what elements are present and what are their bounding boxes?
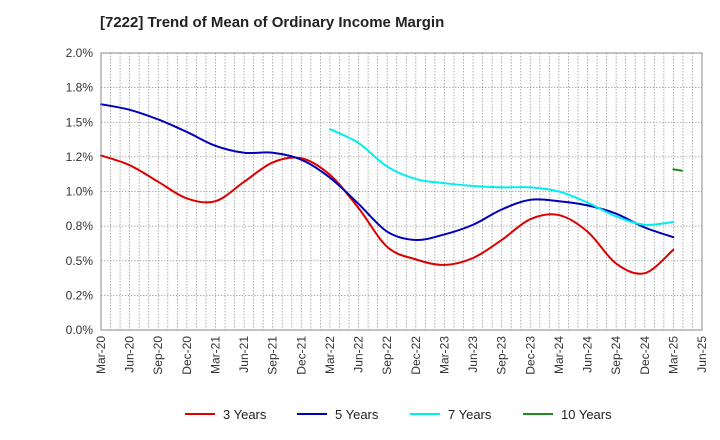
y-tick-label: 0.8% — [66, 219, 94, 233]
series-line-5-years — [100, 103, 675, 241]
legend-label-5-years: 5 Years — [335, 407, 379, 422]
y-tick-label: 0.5% — [66, 254, 94, 268]
legend: 3 Years 5 Years 7 Years 10 Years — [185, 407, 612, 422]
x-axis-ticks: Mar-20 Jun-20 Sep-20 Dec-20 Mar-21 Jun-21 Sep-… — [94, 336, 709, 375]
series-line-7-years — [328, 128, 675, 226]
x-tick-label: Mar-25 — [666, 336, 680, 374]
series-line-10-years — [672, 168, 683, 172]
y-tick-label: 0.2% — [66, 288, 94, 302]
x-tick-label: Sep-23 — [495, 336, 509, 375]
x-tick-label: Sep-22 — [380, 336, 394, 375]
x-tick-label: Jun-23 — [466, 336, 480, 373]
x-tick-label: Mar-23 — [437, 336, 451, 374]
x-tick-label: Jun-25 — [695, 336, 709, 373]
x-tick-label: Jun-21 — [237, 336, 251, 373]
x-tick-label: Dec-20 — [180, 336, 194, 375]
legend-label-10-years: 10 Years — [561, 407, 612, 422]
x-tick-label: Sep-20 — [151, 336, 165, 375]
legend-label-3-years: 3 Years — [223, 407, 267, 422]
x-tick-label: Sep-21 — [266, 336, 280, 375]
x-tick-label: Dec-23 — [523, 336, 537, 375]
chart-title: [7222] Trend of Mean of Ordinary Income … — [100, 14, 445, 31]
x-tick-label: Mar-20 — [94, 336, 108, 374]
y-axis-ticks: 0.0% 0.2% 0.5% 0.8% 1.0% 1.2% 1.5% 1.8% 2.0% — [66, 46, 94, 337]
y-tick-label: 0.0% — [66, 323, 94, 337]
x-tick-label: Jun-22 — [352, 336, 366, 373]
y-tick-label: 2.0% — [66, 46, 94, 60]
series-line-3-years — [100, 154, 675, 275]
x-tick-label: Mar-24 — [552, 336, 566, 374]
x-tick-label: Mar-22 — [323, 336, 337, 374]
x-tick-label: Dec-21 — [294, 336, 308, 375]
y-tick-label: 1.5% — [66, 115, 94, 129]
x-tick-label: Jun-20 — [123, 336, 137, 373]
x-tick-label: Mar-21 — [208, 336, 222, 374]
y-tick-label: 1.0% — [66, 185, 94, 199]
grid — [100, 52, 703, 331]
series-lines — [100, 103, 683, 275]
x-tick-label: Jun-24 — [581, 336, 595, 373]
x-tick-label: Dec-22 — [409, 336, 423, 375]
y-tick-label: 1.2% — [66, 150, 94, 164]
x-tick-label: Sep-24 — [609, 336, 623, 375]
legend-label-7-years: 7 Years — [448, 407, 492, 422]
plot-frame — [100, 52, 703, 331]
x-tick-label: Dec-24 — [638, 336, 652, 375]
y-tick-label: 1.8% — [66, 81, 94, 95]
